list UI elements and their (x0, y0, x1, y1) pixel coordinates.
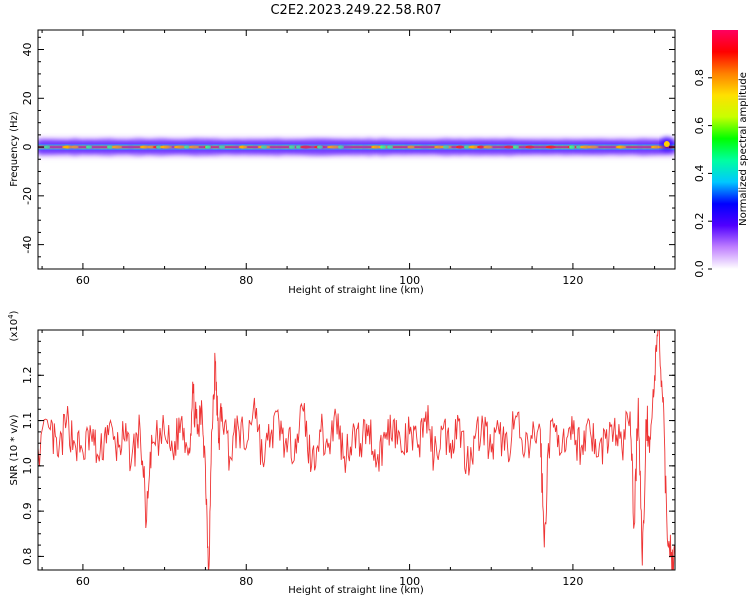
spectral-band (38, 137, 675, 158)
colorbar-tick-label: 0.2 (693, 212, 706, 230)
snr-x-tick-label: 60 (76, 575, 90, 588)
snr-y-tick-label: 0.8 (21, 548, 34, 566)
spectral-band-blobs (38, 138, 675, 156)
snr-y-tick-label: 0.9 (21, 502, 34, 520)
spectrogram-ticks: 60 80 100 120 -40 -20 0 20 40 (21, 30, 675, 287)
colorbar: 0.0 0.2 0.4 0.6 0.8 Normalized spectral ampl… (693, 30, 749, 278)
spectrogram-frame (37, 29, 676, 270)
snr-y-tick-label: 1.1 (21, 412, 34, 430)
snr-x-tick-label: 100 (399, 575, 420, 588)
spectrogram-panel: 60 80 100 120 -40 -20 0 20 40 Height of straight… (9, 29, 676, 296)
spectrogram-y-tick-label: 0 (21, 144, 34, 151)
snr-series-line (38, 330, 675, 570)
colorbar-tick-label: 0.0 (693, 260, 706, 278)
figure-title: C2E2.2023.249.22.58.R07 (270, 3, 441, 18)
spectrogram-y-tick-label: -40 (21, 236, 34, 254)
spectrogram-y-tick-label: 40 (21, 43, 34, 57)
spectrogram-x-label: Height of straight line (km) (288, 285, 424, 296)
spectrogram-y-tick-label: -20 (21, 187, 34, 205)
snr-x-label: Height of straight line (km) (288, 585, 424, 596)
spectrogram-x-tick-label: 100 (399, 274, 420, 287)
snr-y-tick-label: 1.0 (21, 457, 34, 475)
colorbar-gradient (712, 30, 738, 269)
snr-ticks: 60 80 100 120 0.8 0.9 1.0 1.1 1.2 (21, 330, 675, 588)
snr-x-tick-label: 120 (562, 575, 583, 588)
colorbar-ticks: 0.0 0.2 0.4 0.6 0.8 (693, 69, 712, 278)
colorbar-label: Normalized spectral amplitude (738, 72, 749, 226)
spectrogram-x-tick-label: 120 (562, 274, 583, 287)
colorbar-tick-label: 0.6 (693, 117, 706, 135)
snr-x-tick-label: 80 (239, 575, 253, 588)
snr-frame (37, 329, 676, 571)
snr-y-tick-label: 1.2 (21, 367, 34, 385)
snr-y-multiplier: (x104) (7, 310, 20, 341)
spectrogram-y-tick-label: 20 (21, 91, 34, 105)
spectrogram-y-label: Frequency (Hz) (9, 111, 20, 187)
spectrogram-x-tick-label: 80 (239, 274, 253, 287)
colorbar-tick-label: 0.8 (693, 69, 706, 87)
snr-y-label: SNR (10 * v/v) (9, 414, 20, 485)
snr-panel: 60 80 100 120 0.8 0.9 1.0 1.1 1.2 Height of stra… (7, 310, 676, 596)
colorbar-tick-label: 0.4 (693, 165, 706, 183)
spectrogram-x-tick-label: 60 (76, 274, 90, 287)
